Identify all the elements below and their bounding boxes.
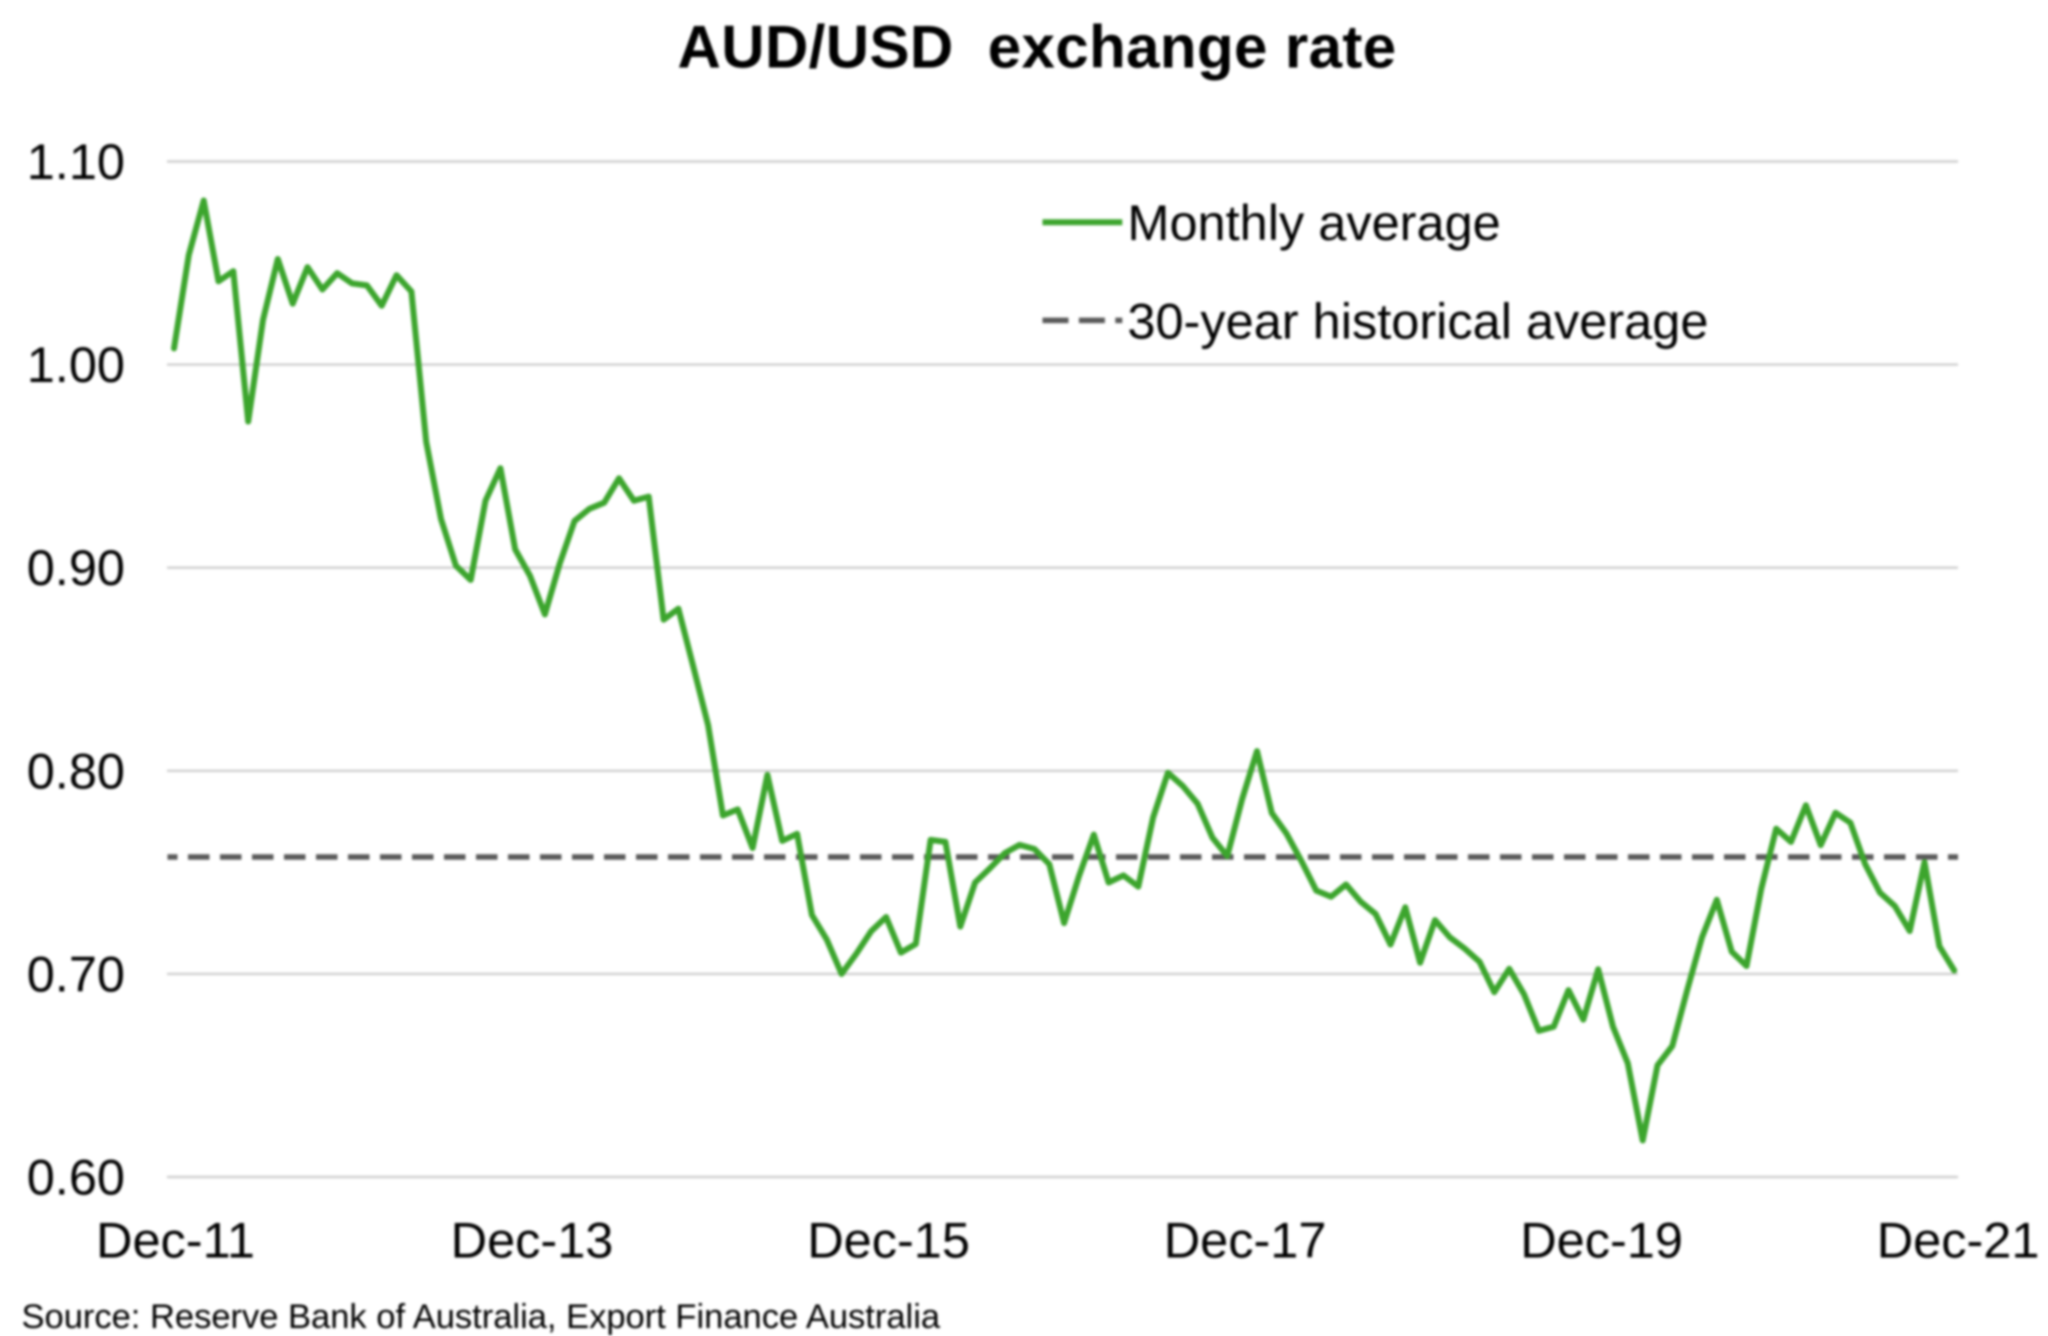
svg-text:Monthly average: Monthly average	[1127, 194, 1500, 251]
svg-text:AUD/USD exchange rate: AUD/USD exchange rate	[677, 14, 1396, 81]
svg-text:1.00: 1.00	[27, 336, 125, 393]
svg-text:0.90: 0.90	[27, 539, 125, 596]
svg-text:0.60: 0.60	[27, 1149, 125, 1206]
svg-text:Dec-15: Dec-15	[807, 1212, 970, 1269]
svg-text:Dec-17: Dec-17	[1164, 1212, 1327, 1269]
svg-text:Dec-11: Dec-11	[96, 1212, 255, 1269]
svg-text:Dec-13: Dec-13	[451, 1212, 614, 1269]
svg-text:30-year historical average: 30-year historical average	[1127, 292, 1708, 349]
svg-text:0.70: 0.70	[27, 945, 125, 1002]
svg-text:1.10: 1.10	[27, 133, 125, 190]
svg-text:Source: Reserve Bank of Austra: Source: Reserve Bank of Australia, Expor…	[22, 1298, 941, 1336]
svg-text:0.80: 0.80	[27, 742, 125, 799]
svg-text:Dec-21: Dec-21	[1877, 1212, 2040, 1269]
svg-text:Dec-19: Dec-19	[1520, 1212, 1683, 1269]
